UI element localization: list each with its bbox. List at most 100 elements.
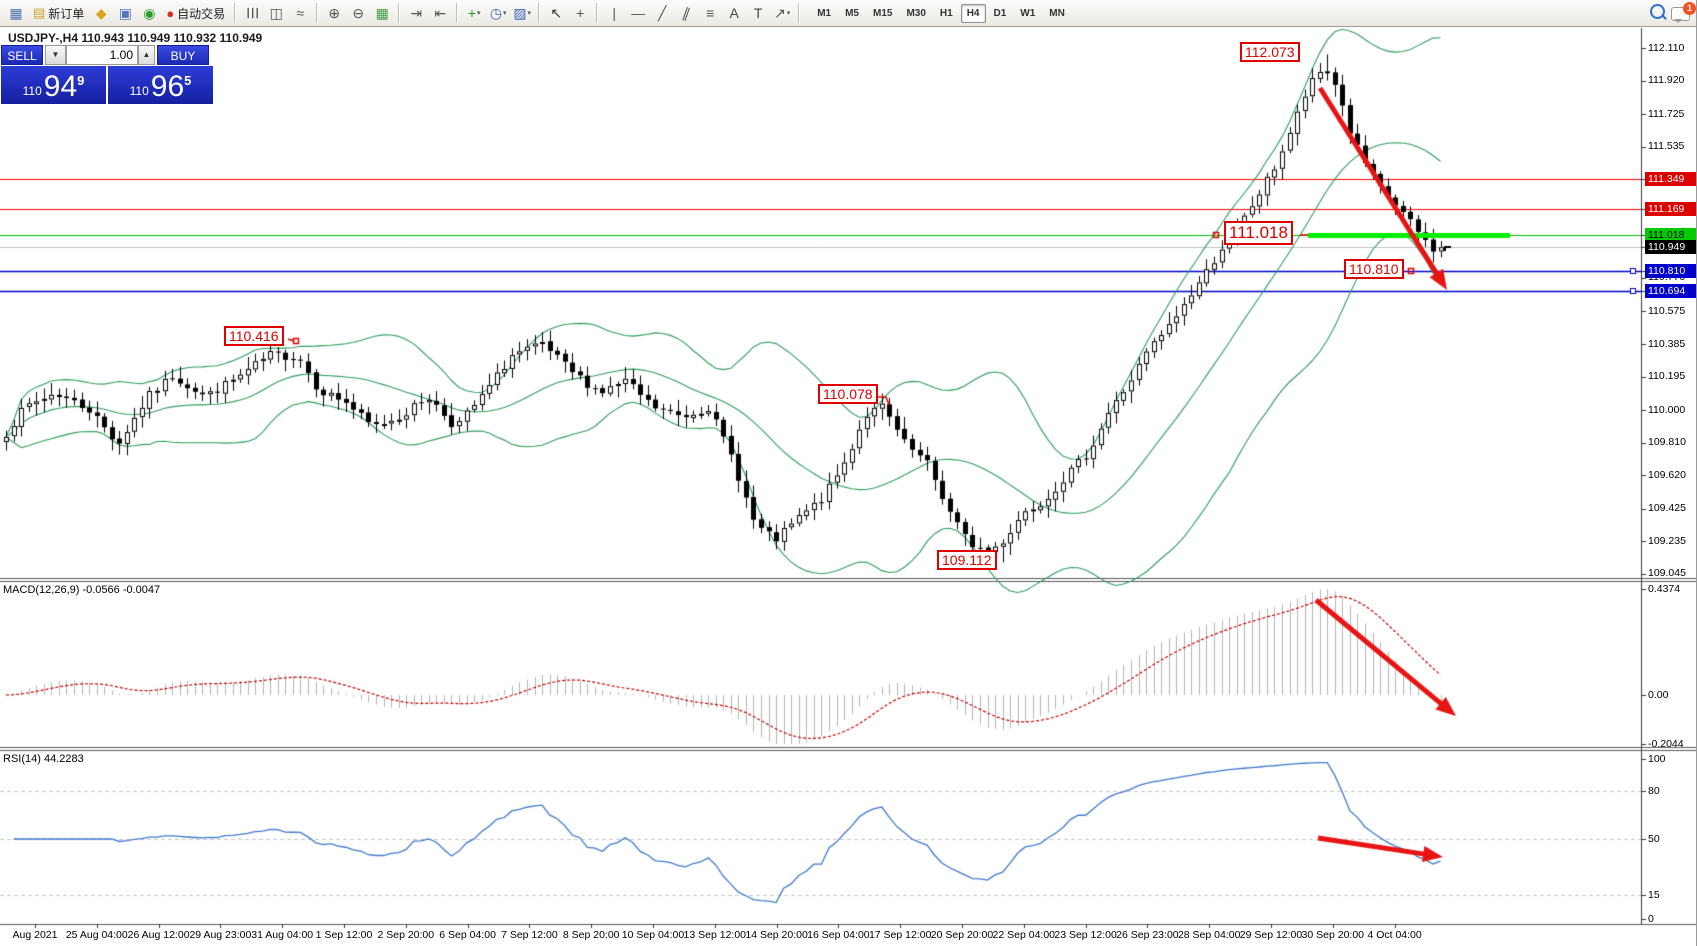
axis-tick-label: 109.045 xyxy=(1648,567,1686,580)
ask-prefix: 110 xyxy=(129,84,149,98)
bid-quote[interactable]: 110 94 9 xyxy=(1,66,106,104)
axis-tick-label: 111.725 xyxy=(1648,107,1685,120)
tile-windows-icon[interactable]: ▦ xyxy=(375,5,389,21)
dropdown-caret-icon: ▾ xyxy=(477,9,481,17)
zoom-out-icon[interactable]: ⊖ xyxy=(352,5,365,21)
bid-big: 94 xyxy=(43,70,78,103)
timeframe-m30[interactable]: M30 xyxy=(906,7,926,19)
indicators-add-icon[interactable]: + ▾ xyxy=(467,5,481,21)
toolbar-separator xyxy=(234,3,237,23)
text-icon[interactable]: A xyxy=(729,5,739,21)
price-badge-110.810: 110.810 xyxy=(1645,264,1696,279)
text-label-icon[interactable]: T xyxy=(753,5,763,21)
toolbar-separator xyxy=(798,3,801,23)
timeframe-m1[interactable]: M1 xyxy=(817,7,832,19)
date-label: 14 Sep 20:00 xyxy=(745,929,808,941)
templates-icon[interactable]: ▨ ▾ xyxy=(513,5,532,21)
axis-tick-label: 111.535 xyxy=(1648,140,1685,153)
timeframe-mn[interactable]: MN xyxy=(1049,7,1065,19)
crosshair-icon[interactable]: + xyxy=(576,5,585,21)
one-click-trading-panel: SELL ▼ ▲ BUY 110 94 9 110 96 5 xyxy=(1,45,213,105)
zoom-in-icon[interactable]: ⊕ xyxy=(328,5,341,21)
auto-trading-button-label: 自动交易 xyxy=(177,6,226,21)
price-callout-109.112[interactable]: 109.112 xyxy=(937,549,997,571)
price-callout-110.416[interactable]: 110.416 xyxy=(224,326,284,347)
sell-button[interactable]: SELL xyxy=(1,45,43,65)
date-label: Aug 2021 xyxy=(12,929,58,941)
timeframe-w1[interactable]: W1 xyxy=(1020,7,1036,19)
auto-trading-button[interactable]: ● 自动交易 xyxy=(161,2,230,24)
axis-tick-label: 109.810 xyxy=(1648,436,1686,449)
fibonacci-icon[interactable]: ≡ xyxy=(706,5,715,21)
date-label: 8 Sep 20:00 xyxy=(562,929,620,941)
ask-quote[interactable]: 110 96 5 xyxy=(108,66,213,104)
timeframe-m5[interactable]: M5 xyxy=(845,7,859,19)
macd-label: MACD(12,26,9) -0.0566 -0.0047 xyxy=(3,584,161,596)
quotes-gold-icon[interactable]: ◆ xyxy=(95,5,107,21)
signals-icon[interactable]: ◉ xyxy=(143,5,156,21)
price-callout-110.810[interactable]: 110.810 xyxy=(1344,258,1404,279)
arrows-icon[interactable]: ↗ ▾ xyxy=(774,5,791,21)
date-label: 29 Sep 12:00 xyxy=(1239,929,1303,941)
date-label: 25 Aug 04:00 xyxy=(65,929,128,941)
new-order-button-label: 新订单 xyxy=(48,6,85,21)
periods-clock-icon[interactable]: ◷ ▾ xyxy=(489,5,507,21)
date-label: 28 Sep 04:00 xyxy=(1177,929,1241,941)
date-label: 20 Sep 20:00 xyxy=(930,929,994,941)
line-chart-icon[interactable]: ≈ xyxy=(296,5,305,21)
volume-increase-button[interactable]: ▲ xyxy=(138,45,155,65)
date-label: 10 Sep 04:00 xyxy=(621,929,685,941)
ask-big: 96 xyxy=(150,70,185,103)
axis-tick-label: 0 xyxy=(1648,912,1654,925)
ask-sup: 5 xyxy=(184,73,192,88)
chat-icon[interactable]: 1 xyxy=(1671,2,1696,23)
timeframe-d1[interactable]: D1 xyxy=(993,7,1007,19)
market-watch-icon[interactable]: ▣ xyxy=(118,5,132,21)
price-badge-111.349: 111.349 xyxy=(1645,171,1696,186)
axis-tick-label: 110.195 xyxy=(1648,370,1686,383)
price-callout-111.018[interactable]: 111.018 xyxy=(1224,221,1293,245)
axis-tick-label: 110.000 xyxy=(1648,403,1686,416)
price-badge-110.694: 110.694 xyxy=(1645,283,1696,298)
new-order-icon: ▤ xyxy=(33,5,46,20)
axis-tick-label: 0.00 xyxy=(1648,688,1669,701)
trendline-icon[interactable]: ╱ xyxy=(657,5,667,21)
chart-title: USDJPY-,H4 110.943 110.949 110.932 110.9… xyxy=(8,31,263,45)
axis-tick-label: 109.620 xyxy=(1648,468,1686,481)
price-badge-110.949: 110.949 xyxy=(1645,240,1696,255)
toolbar-separator xyxy=(398,3,401,23)
cursor-icon[interactable]: ↖ xyxy=(550,5,563,21)
date-label: 26 Sep 23:00 xyxy=(1116,929,1179,941)
volume-input[interactable] xyxy=(66,45,138,65)
date-label: 22 Sep 04:00 xyxy=(992,929,1056,941)
toolbar-separator xyxy=(596,3,599,23)
shift-chart-icon[interactable]: ⇥ xyxy=(410,5,423,21)
search-icon[interactable] xyxy=(1650,4,1665,19)
date-label: 23 Sep 12:00 xyxy=(1054,929,1117,941)
toolbar-separator xyxy=(316,3,319,23)
equidistant-channel-icon[interactable]: ∥ xyxy=(680,4,693,22)
volume-decrease-button[interactable]: ▼ xyxy=(45,45,66,65)
date-label: 30 Sep 20:00 xyxy=(1301,929,1365,941)
timeframe-h4[interactable]: H4 xyxy=(960,3,986,23)
axis-tick-label: 111.920 xyxy=(1648,74,1685,87)
horizontal-line-icon[interactable]: — xyxy=(631,5,646,21)
price-callout-112.073[interactable]: 112.073 xyxy=(1240,41,1300,62)
chart-window-icon[interactable]: ▦ xyxy=(9,5,23,21)
bar-chart-icon[interactable]: ☰ xyxy=(244,6,261,20)
timeframe-m15[interactable]: M15 xyxy=(873,7,893,19)
price-callout-110.078[interactable]: 110.078 xyxy=(818,384,878,405)
buy-button[interactable]: BUY xyxy=(157,45,209,65)
candlestick-chart-icon[interactable]: ◫ xyxy=(269,5,283,21)
date-label: 6 Sep 04:00 xyxy=(439,929,496,941)
auto-scroll-icon[interactable]: ⇤ xyxy=(434,5,447,21)
notification-badge: 1 xyxy=(1683,2,1696,15)
axis-tick-label: 100 xyxy=(1648,752,1666,765)
timeframe-h1[interactable]: H1 xyxy=(939,7,953,19)
order-row: SELL ▼ ▲ BUY xyxy=(1,45,213,65)
new-order-button[interactable]: ▤ 新订单 xyxy=(28,2,89,24)
vertical-line-icon[interactable]: | xyxy=(612,5,616,21)
date-label: 4 Oct 04:00 xyxy=(1367,929,1422,941)
